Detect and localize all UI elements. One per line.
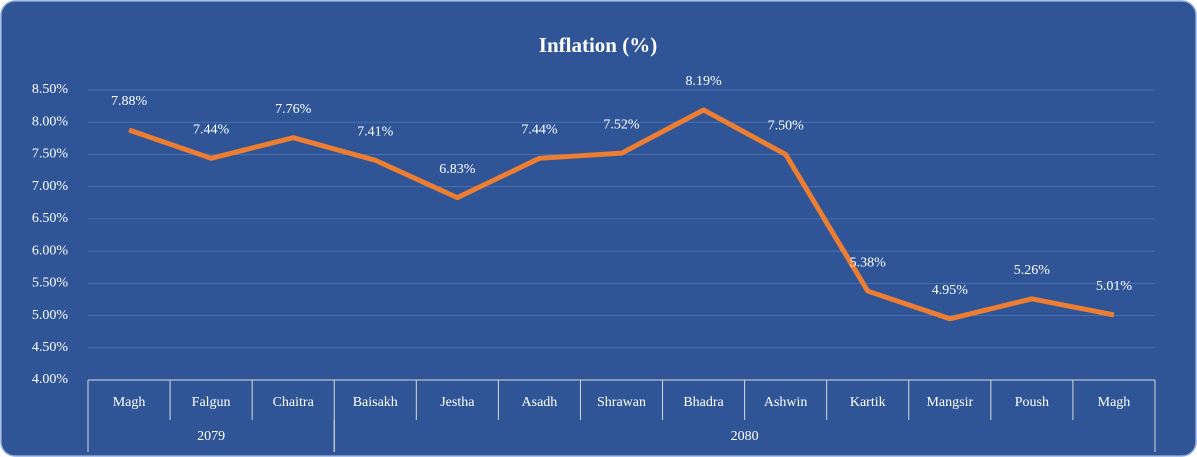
x-tick-label: Falgun xyxy=(192,395,231,410)
x-tick-label: Poush xyxy=(1015,395,1049,410)
chart-title: Inflation (%) xyxy=(539,33,657,57)
x-tick-label: Magh xyxy=(113,395,146,410)
y-tick-label: 8.50% xyxy=(32,82,69,97)
y-tick-label: 7.00% xyxy=(32,179,69,194)
x-tick-label: Kartik xyxy=(850,395,886,410)
data-label: 7.88% xyxy=(111,94,148,109)
group-label: 2079 xyxy=(197,429,225,444)
y-tick-label: 6.00% xyxy=(32,243,69,258)
y-tick-label: 4.00% xyxy=(32,372,69,387)
data-label: 5.01% xyxy=(1096,279,1133,294)
x-tick-label: Chaitra xyxy=(273,395,315,410)
data-label: 7.44% xyxy=(521,123,558,138)
group-label: 2080 xyxy=(731,429,759,444)
y-tick-label: 6.50% xyxy=(32,211,69,226)
data-label: 6.83% xyxy=(439,162,476,177)
y-tick-label: 8.00% xyxy=(32,114,69,129)
x-tick-label: Magh xyxy=(1098,395,1131,410)
x-tick-label: Jestha xyxy=(440,395,475,410)
data-label: 5.38% xyxy=(850,255,887,270)
x-tick-label: Ashwin xyxy=(764,395,808,410)
data-line xyxy=(128,107,1115,322)
data-label: 7.52% xyxy=(603,117,640,132)
x-tick-label: Shrawan xyxy=(597,395,646,410)
data-label: 5.26% xyxy=(1014,263,1051,278)
data-label: 4.95% xyxy=(932,283,969,298)
data-label: 7.41% xyxy=(357,124,394,139)
y-tick-label: 4.50% xyxy=(32,340,69,355)
x-tick-label: Mangsir xyxy=(926,395,973,410)
data-label: 7.76% xyxy=(275,102,312,117)
x-tick-label: Asadh xyxy=(522,395,558,410)
data-label: 8.19% xyxy=(685,74,722,89)
data-label: 7.44% xyxy=(193,123,230,138)
data-label: 7.50% xyxy=(768,119,805,134)
y-tick-label: 5.00% xyxy=(32,308,69,323)
y-tick-label: 7.50% xyxy=(32,147,69,162)
y-tick-label: 5.50% xyxy=(32,276,69,291)
x-tick-label: Baisakh xyxy=(353,395,398,410)
x-tick-label: Bhadra xyxy=(683,395,724,410)
